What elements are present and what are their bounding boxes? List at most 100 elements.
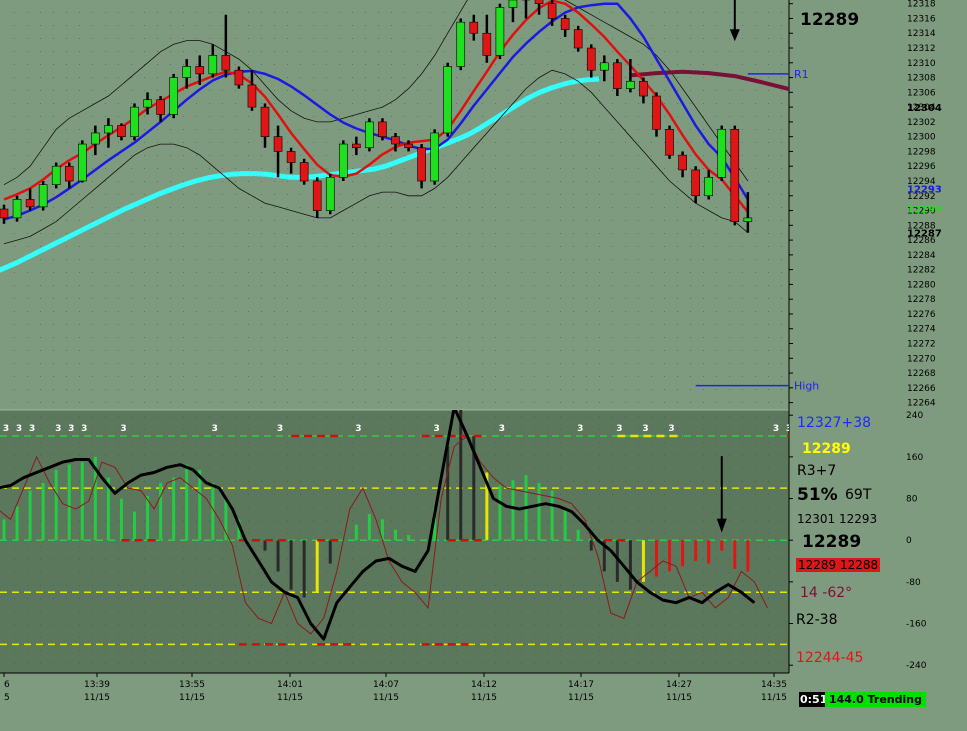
grid-dot	[638, 416, 639, 417]
grid-dot	[430, 103, 431, 104]
grid-dot	[430, 25, 431, 26]
grid-dot	[521, 455, 522, 456]
grid-dot	[599, 389, 600, 390]
grid-dot	[27, 220, 28, 221]
grid-dot	[391, 455, 392, 456]
grid-dot	[677, 324, 678, 325]
grid-dot	[378, 520, 379, 521]
grid-dot	[560, 429, 561, 430]
grid-dot	[521, 494, 522, 495]
grid-dot	[339, 520, 340, 521]
grid-dot	[742, 129, 743, 130]
grid-dot	[521, 324, 522, 325]
grid-dot	[638, 481, 639, 482]
grid-dot	[729, 611, 730, 612]
grid-dot	[534, 494, 535, 495]
grid-dot	[391, 324, 392, 325]
grid-dot	[456, 494, 457, 495]
grid-dot	[365, 298, 366, 299]
grid-dot	[495, 363, 496, 364]
grid-dot	[729, 51, 730, 52]
grid-dot	[417, 116, 418, 117]
grid-dot	[638, 363, 639, 364]
grid-dot	[495, 416, 496, 417]
grid-dot	[677, 285, 678, 286]
grid-dot	[274, 481, 275, 482]
grid-dot	[40, 442, 41, 443]
grid-dot	[209, 533, 210, 534]
grid-dot	[495, 572, 496, 573]
grid-dot	[365, 233, 366, 234]
grid-dot	[430, 520, 431, 521]
grid-dot	[534, 259, 535, 260]
grid-dot	[131, 363, 132, 364]
grid-dot	[170, 507, 171, 508]
grid-dot	[287, 572, 288, 573]
grid-dot	[391, 416, 392, 417]
grid-dot	[118, 389, 119, 390]
grid-dot	[300, 572, 301, 573]
grid-dot	[378, 12, 379, 13]
grid-dot	[196, 494, 197, 495]
grid-dot	[768, 389, 769, 390]
grid-dot	[560, 194, 561, 195]
grid-dot	[417, 12, 418, 13]
grid-dot	[768, 663, 769, 664]
grid-dot	[599, 442, 600, 443]
grid-dot	[482, 246, 483, 247]
grid-dot	[703, 350, 704, 351]
grid-dot	[79, 546, 80, 547]
grid-dot	[53, 25, 54, 26]
grid-dot	[157, 559, 158, 560]
grid-dot	[66, 77, 67, 78]
grid-dot	[313, 142, 314, 143]
grid-dot	[261, 181, 262, 182]
grid-dot	[482, 533, 483, 534]
grid-dot	[560, 77, 561, 78]
grid-dot	[209, 494, 210, 495]
grid-dot	[170, 611, 171, 612]
grid-dot	[547, 181, 548, 182]
grid-dot	[469, 507, 470, 508]
grid-dot	[781, 520, 782, 521]
grid-dot	[781, 38, 782, 39]
grid-dot	[638, 337, 639, 338]
x-tick-date: 11/15	[761, 693, 787, 703]
grid-dot	[66, 233, 67, 234]
grid-dot	[586, 429, 587, 430]
grid-dot	[261, 363, 262, 364]
grid-dot	[287, 520, 288, 521]
grid-dot	[248, 272, 249, 273]
grid-dot	[755, 402, 756, 403]
grid-dot	[625, 168, 626, 169]
grid-dot	[118, 298, 119, 299]
grid-dot	[274, 12, 275, 13]
grid-dot	[677, 220, 678, 221]
grid-dot	[339, 507, 340, 508]
grid-dot	[729, 494, 730, 495]
grid-dot	[248, 311, 249, 312]
grid-dot	[14, 559, 15, 560]
grid-dot	[521, 168, 522, 169]
grid-dot	[586, 468, 587, 469]
grid-dot	[222, 481, 223, 482]
grid-dot	[339, 311, 340, 312]
grid-dot	[443, 559, 444, 560]
grid-dot	[430, 507, 431, 508]
grid-dot	[209, 455, 210, 456]
grid-dot	[79, 207, 80, 208]
grid-dot	[573, 194, 574, 195]
grid-dot	[27, 572, 28, 573]
grid-dot	[92, 285, 93, 286]
grid-dot	[508, 324, 509, 325]
grid-dot	[508, 363, 509, 364]
grid-dot	[677, 272, 678, 273]
grid-dot	[612, 455, 613, 456]
grid-dot	[534, 194, 535, 195]
grid-dot	[157, 637, 158, 638]
grid-dot	[14, 572, 15, 573]
grid-dot	[274, 38, 275, 39]
grid-dot	[755, 298, 756, 299]
grid-dot	[326, 64, 327, 65]
grid-dot	[651, 207, 652, 208]
